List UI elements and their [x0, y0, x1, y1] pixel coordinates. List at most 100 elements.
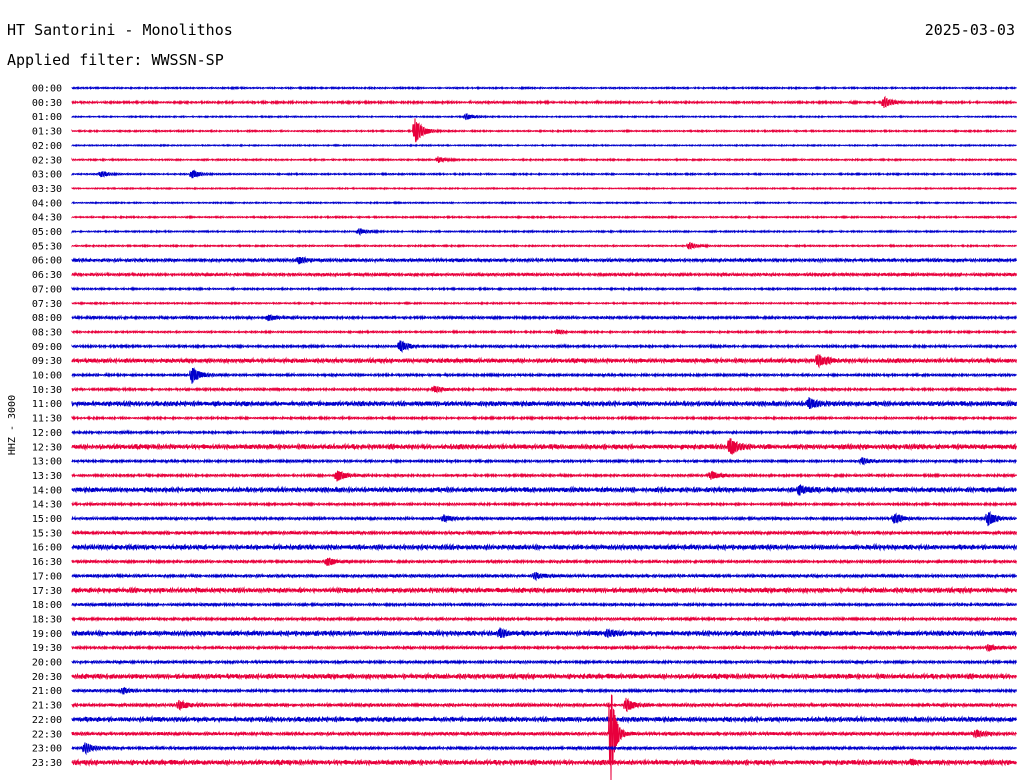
trace-row-2000	[71, 658, 1017, 666]
row-label-1630: 16:30	[32, 557, 62, 568]
station-title: HT Santorini - Monolithos	[7, 21, 233, 39]
trace-row-1900	[71, 627, 1017, 639]
trace-row-2300	[71, 742, 1017, 756]
trace-row-0400	[71, 200, 1017, 205]
trace-row-1830	[71, 615, 1017, 623]
trace-row-0930	[71, 354, 1017, 369]
trace-row-0800	[71, 314, 1017, 322]
row-label-1100: 11:00	[32, 399, 62, 410]
row-label-1030: 10:30	[32, 385, 62, 396]
row-label-0000: 00:00	[32, 84, 62, 95]
row-label-2130: 21:30	[32, 701, 62, 712]
row-label-1400: 14:00	[32, 485, 62, 496]
row-label-0830: 08:30	[32, 327, 62, 338]
row-label-1000: 10:00	[32, 371, 62, 382]
row-label-0630: 06:30	[32, 270, 62, 281]
row-label-2300: 23:00	[32, 744, 62, 755]
row-label-2200: 22:00	[32, 715, 62, 726]
trace-row-1230	[71, 438, 1017, 456]
row-label-1600: 16:00	[32, 543, 62, 554]
trace-row-0600	[71, 256, 1017, 265]
trace-row-0130	[71, 118, 1017, 143]
applied-filter: Applied filter: WWSSN-SP	[7, 51, 224, 69]
trace-row-0500	[71, 228, 1017, 237]
row-label-0230: 02:30	[32, 155, 62, 166]
trace-row-1600	[71, 542, 1017, 552]
trace-row-1930	[71, 643, 1017, 653]
row-label-0130: 01:30	[32, 127, 62, 138]
trace-row-1530	[71, 529, 1017, 537]
row-label-0030: 00:30	[32, 98, 62, 109]
row-label-0400: 04:00	[32, 198, 62, 209]
trace-row-0000	[71, 85, 1017, 91]
trace-row-0030	[71, 95, 1017, 108]
trace-row-0730	[71, 300, 1017, 306]
row-label-1330: 13:30	[32, 471, 62, 482]
row-label-1930: 19:30	[32, 643, 62, 654]
trace-row-1430	[71, 500, 1017, 508]
trace-rows	[71, 85, 1017, 780]
trace-row-0200	[71, 143, 1017, 148]
row-label-2030: 20:30	[32, 672, 62, 683]
y-axis-label: HHZ - 3000	[7, 395, 18, 455]
row-label-1200: 12:00	[32, 428, 62, 439]
trace-row-0330	[71, 186, 1017, 191]
trace-row-0630	[71, 271, 1017, 278]
row-label-1830: 18:30	[32, 614, 62, 625]
trace-row-1330	[71, 470, 1017, 482]
row-label-0100: 01:00	[32, 112, 62, 123]
row-label-0430: 04:30	[32, 213, 62, 224]
row-label-2100: 21:00	[32, 686, 62, 697]
row-label-1530: 15:30	[32, 528, 62, 539]
trace-row-2030	[71, 671, 1017, 681]
row-label-1130: 11:30	[32, 414, 62, 425]
row-label-2230: 22:30	[32, 729, 62, 740]
trace-row-1100	[71, 397, 1017, 409]
record-date: 2025-03-03	[924, 21, 1015, 39]
trace-row-2200	[71, 714, 1017, 724]
trace-row-1730	[71, 585, 1017, 595]
row-label-0800: 08:00	[32, 313, 62, 324]
trace-row-2130	[71, 697, 1017, 713]
row-label-1800: 18:00	[32, 600, 62, 611]
trace-row-2330	[71, 758, 1017, 767]
row-label-1700: 17:00	[32, 571, 62, 582]
trace-row-1630	[71, 557, 1017, 567]
trace-row-0900	[71, 340, 1017, 353]
row-label-0930: 09:30	[32, 356, 62, 367]
trace-row-0700	[71, 286, 1017, 292]
row-label-0330: 03:30	[32, 184, 62, 195]
row-label-0700: 07:00	[32, 284, 62, 295]
trace-row-1500	[71, 510, 1017, 527]
row-label-0530: 05:30	[32, 241, 62, 252]
trace-row-1700	[71, 571, 1017, 582]
trace-row-0430	[71, 214, 1017, 220]
trace-row-1800	[71, 601, 1017, 608]
row-label-1300: 13:00	[32, 457, 62, 468]
trace-row-2100	[71, 686, 1017, 695]
row-labels: 00:00 00:30 01:00 01:30 02:00 02:30 03:00 03:30…	[32, 84, 62, 769]
trace-row-0230	[71, 156, 1017, 163]
row-label-2330: 23:30	[32, 758, 62, 769]
row-label-0500: 05:00	[32, 227, 62, 238]
trace-row-0530	[71, 241, 1017, 250]
trace-row-1030	[71, 385, 1017, 394]
row-label-1230: 12:30	[32, 442, 62, 453]
trace-row-1130	[71, 414, 1017, 422]
row-label-0900: 09:00	[32, 342, 62, 353]
trace-row-0300	[71, 169, 1017, 179]
row-label-2000: 20:00	[32, 658, 62, 669]
row-label-1430: 14:30	[32, 500, 62, 511]
row-label-0200: 02:00	[32, 141, 62, 152]
row-label-1900: 19:00	[32, 629, 62, 640]
trace-row-1300	[71, 457, 1017, 466]
trace-row-1000	[71, 367, 1017, 384]
trace-row-0830	[71, 328, 1017, 335]
trace-row-1400	[71, 483, 1017, 496]
row-label-0600: 06:00	[32, 256, 62, 267]
row-label-0730: 07:30	[32, 299, 62, 310]
trace-row-0100	[71, 113, 1017, 121]
row-label-0300: 03:00	[32, 170, 62, 181]
trace-row-2230	[71, 694, 1017, 780]
